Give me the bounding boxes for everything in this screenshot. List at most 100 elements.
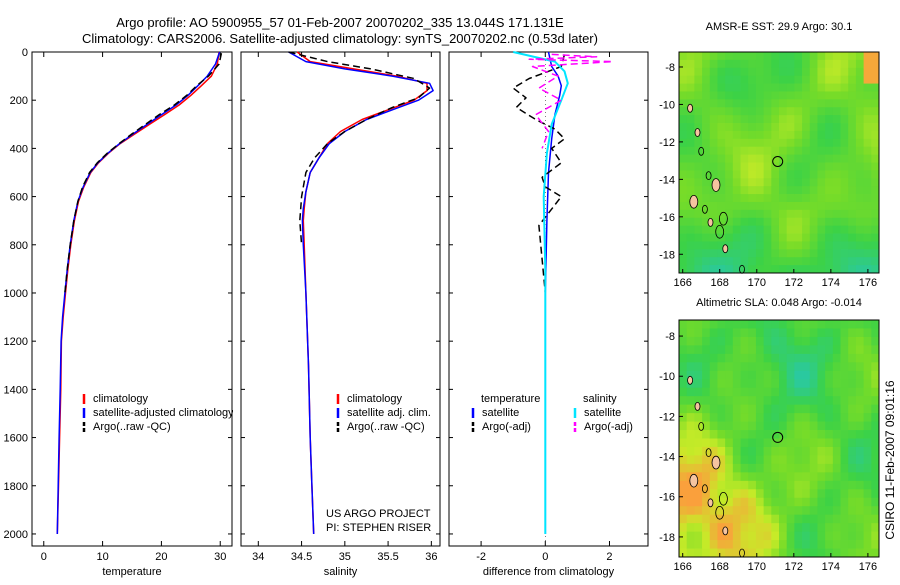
sla-heatmap-cell [686, 540, 695, 549]
sla-heatmap-cell [832, 438, 841, 448]
sst-heatmap-cell [725, 115, 734, 124]
sla-heatmap-cell [702, 370, 711, 380]
sst-heatmap-cell [740, 99, 749, 108]
sla-heatmap-cell [786, 430, 795, 439]
sst-heatmap-cell [871, 265, 880, 274]
sla-heatmap-cell [679, 506, 688, 516]
sla-heatmap-cell [848, 531, 857, 541]
sla-heatmap-cell [686, 523, 695, 532]
temperature-ytick-label: 2000 [4, 529, 28, 541]
sla-heatmap-cell [694, 438, 703, 448]
sla-heatmap-cells [679, 320, 880, 558]
sla-heatmap-cell [786, 404, 795, 414]
sst-heatmap-cell [832, 265, 841, 274]
sst-heatmap-cell [686, 217, 695, 227]
sla-ytick-label: -16 [659, 492, 675, 504]
sst-heatmap-cell [802, 91, 811, 100]
sla-heatmap-cell [855, 320, 865, 329]
sst-heatmap-cell [725, 170, 734, 179]
sla-heatmap-cell [794, 438, 803, 448]
sla-heatmap-cell [748, 328, 757, 338]
sst-heatmap-cell [809, 257, 818, 266]
sla-heatmap-cell [755, 387, 765, 397]
sst-heatmap-cell [786, 170, 795, 179]
sst-heatmap-cell [686, 130, 695, 140]
sla-heatmap-cell [725, 370, 734, 380]
sst-heatmap-cell [679, 233, 688, 242]
sst-island-outline [694, 128, 701, 137]
sla-heatmap-cell [794, 514, 803, 524]
sst-heatmap-cell [679, 75, 688, 84]
sst-heatmap-cell [855, 130, 865, 140]
sla-heatmap-cell [740, 489, 749, 499]
sla-heatmap-cell [871, 438, 880, 448]
sla-heatmap-cell [679, 362, 688, 372]
sst-heatmap-cell [871, 115, 880, 124]
sst-heatmap-cell [802, 83, 811, 92]
sla-heatmap-cell [779, 379, 788, 389]
sst-heatmap-cell [871, 225, 880, 234]
sst-heatmap-cell [709, 107, 718, 116]
sst-heatmap-cell [732, 257, 741, 266]
sst-heatmap-cell [809, 123, 818, 132]
sla-heatmap-cell [863, 362, 872, 372]
sla-heatmap-cell [871, 396, 880, 406]
sla-heatmap-cell [871, 353, 880, 363]
sst-heatmap-cell [855, 107, 865, 116]
sla-heatmap-cell [825, 379, 834, 389]
temperature-ytick-label: 1800 [4, 481, 28, 493]
sst-heatmap-cell [794, 91, 803, 100]
sst-heatmap-cell [686, 123, 695, 132]
sla-heatmap-cell [863, 523, 872, 532]
sst-heatmap-cell [679, 130, 688, 140]
sst-heatmap-cell [855, 138, 865, 148]
sla-heatmap-cell [794, 404, 803, 414]
sal-legend-climatology-label: climatology [347, 393, 403, 405]
sst-heatmap-cell [694, 186, 703, 195]
sla-heatmap-cell [702, 497, 711, 507]
temperature-panel: 0 10 20 30temperature0200400600800100012001… [4, 47, 240, 578]
sla-heatmap-cell [802, 320, 811, 329]
sla-heatmap-cell [817, 430, 826, 439]
sst-heatmap-cell [786, 233, 795, 242]
sla-heatmap-cell [679, 489, 688, 499]
sst-heatmap-cell [802, 209, 811, 219]
sst-heatmap-cell [709, 138, 718, 148]
sst-heatmap-cell [863, 186, 872, 195]
sla-heatmap-cell [855, 489, 865, 499]
sla-heatmap-cell [855, 438, 865, 448]
sst-heatmap-cell [748, 194, 757, 203]
sst-ytick-label: -12 [659, 137, 675, 149]
sst-heatmap-cell [802, 186, 811, 195]
sst-heatmap-cell [702, 233, 711, 242]
sla-heatmap-cell [832, 336, 841, 346]
sla-heatmap-cell [832, 489, 841, 499]
sst-heatmap-cell [786, 75, 795, 84]
sst-heatmap-cell [848, 123, 857, 132]
sla-heatmap-cell [717, 362, 726, 372]
sla-heatmap-cell [732, 489, 741, 499]
sla-heatmap-cell [771, 514, 780, 524]
sla-heatmap-cell [771, 548, 780, 558]
sla-heatmap-cell [755, 455, 765, 465]
sst-heatmap-cell [840, 217, 849, 227]
sst-island-outline [702, 204, 708, 214]
sst-heatmap-cell [802, 225, 811, 234]
sst-heatmap-cell [717, 99, 726, 108]
sst-heatmap-cell [794, 170, 803, 179]
sst-heatmap-cell [755, 52, 765, 61]
sla-heatmap-cell [717, 472, 726, 482]
sst-heatmap-cell [871, 154, 880, 163]
sst-heatmap-cell [786, 257, 795, 266]
sst-heatmap-cell [855, 217, 865, 227]
sst-heatmap-cell [855, 170, 865, 179]
sla-heatmap-cell [802, 480, 811, 490]
sst-heatmap-cell [694, 217, 703, 227]
sla-heatmap-cell [755, 396, 765, 406]
sla-heatmap-cell [694, 320, 703, 329]
sla-heatmap-cell [825, 489, 834, 499]
sst-heatmap-cell [779, 52, 788, 61]
sst-heatmap-cell [832, 52, 841, 61]
sla-heatmap-cell [817, 379, 826, 389]
sla-heatmap-cell [863, 328, 872, 338]
